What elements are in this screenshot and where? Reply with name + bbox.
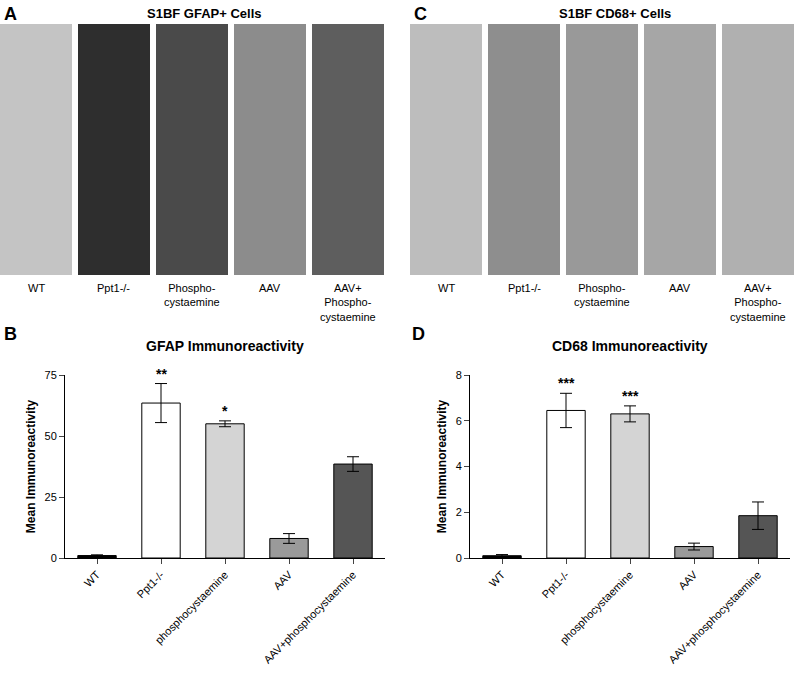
svg-text:AAV+Phospho-cystaemine: AAV+Phospho-cystaemine [730,282,786,323]
svg-text:A: A [4,4,17,24]
svg-text:Phospho-cystaemine: Phospho-cystaemine [574,282,630,308]
svg-text:Ppt1-/-: Ppt1-/- [97,282,130,294]
svg-text:D: D [412,324,425,344]
svg-text:25: 25 [45,491,57,503]
svg-text:**: ** [156,366,167,382]
svg-text:AAV: AAV [676,568,700,592]
svg-text:WT: WT [487,568,508,589]
svg-text:***: *** [622,388,639,404]
svg-text:50: 50 [45,430,57,442]
svg-text:AAV: AAV [271,568,295,592]
svg-text:WT: WT [82,568,103,589]
svg-text:0: 0 [51,552,57,564]
svg-text:Mean Immunoreactivity: Mean Immunoreactivity [435,399,449,533]
svg-text:0: 0 [456,552,462,564]
svg-text:***: *** [558,375,575,391]
svg-text:Phospho-cystaemine: Phospho-cystaemine [164,282,220,308]
svg-text:Mean Immunoreactivity: Mean Immunoreactivity [24,399,38,533]
svg-text:AAV+phosphocystaemine: AAV+phosphocystaemine [261,569,358,666]
svg-text:4: 4 [456,460,462,472]
svg-text:B: B [4,324,17,344]
svg-text:AAV: AAV [259,282,281,294]
svg-text:Ppt1-/-: Ppt1-/- [508,282,541,294]
svg-text:75: 75 [45,369,57,381]
svg-text:AAV+Phospho-cystaemine: AAV+Phospho-cystaemine [320,282,376,323]
svg-text:Ppt1-/-: Ppt1-/- [134,568,166,600]
svg-text:phosphocystaemine: phosphocystaemine [153,569,231,647]
svg-text:S1BF GFAP+ Cells: S1BF GFAP+ Cells [147,6,262,21]
svg-text:*: * [222,403,228,419]
svg-text:AAV: AAV [669,282,691,294]
svg-text:6: 6 [456,415,462,427]
svg-text:8: 8 [456,369,462,381]
svg-text:CD68 Immunoreactivity: CD68 Immunoreactivity [552,338,708,354]
svg-text:Ppt1-/-: Ppt1-/- [539,568,571,600]
svg-text:GFAP Immunoreactivity: GFAP Immunoreactivity [146,338,304,354]
svg-text:C: C [414,4,427,24]
svg-text:WT: WT [438,282,455,294]
svg-text:phosphocystaemine: phosphocystaemine [558,569,636,647]
svg-text:WT: WT [28,282,45,294]
svg-text:2: 2 [456,506,462,518]
svg-text:S1BF CD68+ Cells: S1BF CD68+ Cells [559,6,671,21]
svg-text:AAV+phosphocystaemine: AAV+phosphocystaemine [666,569,763,666]
